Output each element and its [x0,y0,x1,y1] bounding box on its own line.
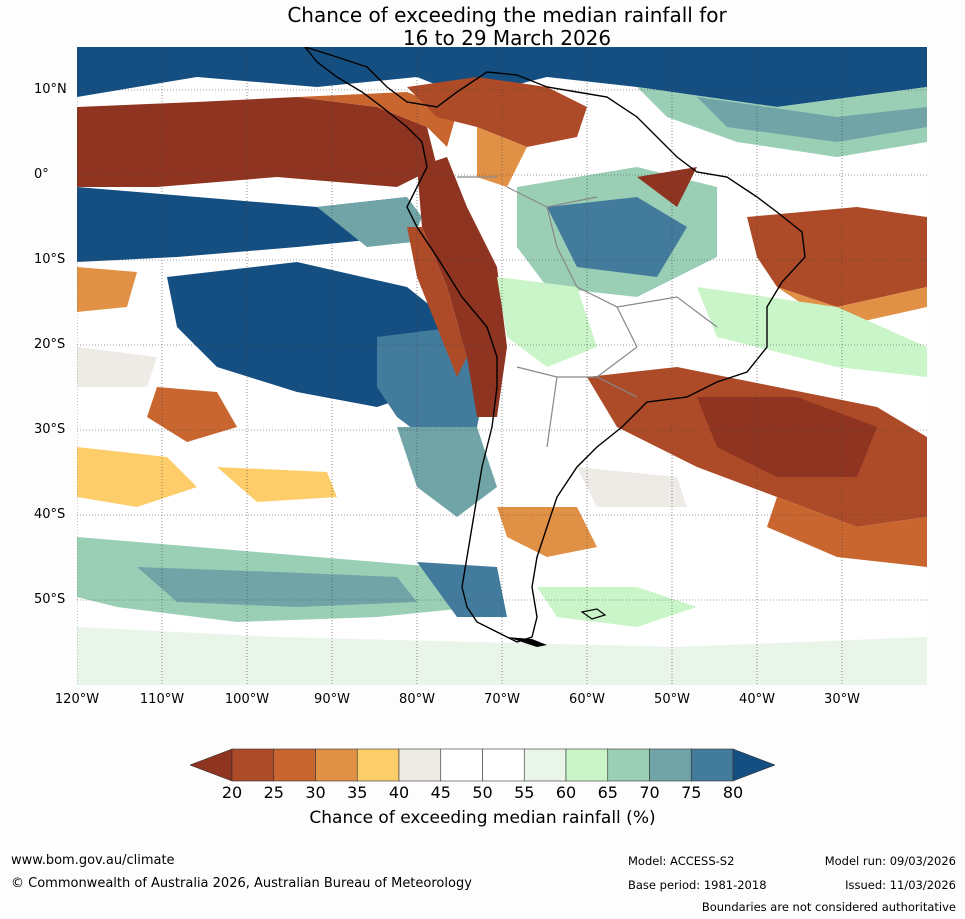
colorbar-tick-50: 50 [472,783,493,802]
model-run: Model run: 09/03/2026 [824,854,956,868]
colorbar-swatch-40-45 [398,748,442,782]
footer-url[interactable]: www.bom.gov.au/climate [11,853,175,868]
graticule [77,47,927,685]
rainfall-map [77,47,927,685]
colorbar [190,748,775,782]
lat-label-50s: 50°S [34,592,66,607]
issued-date: Issued: 11/03/2026 [845,878,956,892]
colorbar-swatch-70-75 [649,748,692,782]
tierra-del-fuego [507,637,547,647]
footer-copyright: © Commonwealth of Australia 2026, Austra… [11,876,472,891]
colorbar-tick-25: 25 [263,783,284,802]
colorbar-swatch-20-25 [231,748,275,782]
lat-label-40s: 40°S [34,507,66,522]
colorbar-tick-70: 70 [639,783,660,802]
colorbar-title: Chance of exceeding median rainfall (%) [309,808,656,828]
title-line-2: 16 to 29 March 2026 [402,26,612,50]
falkland-islands [580,608,607,620]
lon-label-120w: 120°W [54,692,100,707]
base-period: Base period: 1981-2018 [628,878,767,892]
lon-label-50w: 50°W [654,692,690,707]
colorbar-arrow-high [732,748,775,782]
colorbar-swatch-55-60 [523,748,567,782]
lon-label-110w: 110°W [139,692,185,707]
lon-label-80w: 80°W [399,692,435,707]
colorbar-tick-55: 55 [514,783,535,802]
colorbar-swatch-35-40 [356,748,400,782]
title-line-1: Chance of exceeding the median rainfall … [287,3,727,27]
colorbar-swatch-75-80 [690,748,734,782]
lon-label-40w: 40°W [739,692,775,707]
lon-label-30w: 30°W [824,692,860,707]
south-america-coastline [304,47,806,643]
model-name: Model: ACCESS-S2 [628,854,735,868]
colorbar-tick-80: 80 [722,783,744,802]
colorbar-swatch-65-70 [607,748,650,782]
lat-label-0: 0° [34,167,49,182]
colorbar-swatch-50-55 [482,748,525,782]
colorbar-tick-45: 45 [430,783,451,802]
map-title: Chance of exceeding the median rainfall … [0,4,965,50]
colorbar-tick-60: 60 [555,783,577,802]
colorbar-tick-40: 40 [388,783,410,802]
colorbar-tick-20: 20 [221,783,243,802]
lon-label-70w: 70°W [484,692,520,707]
lon-label-60w: 60°W [569,692,605,707]
colorbar-swatch-30-35 [315,748,358,782]
colorbar-swatch-60-65 [565,748,609,782]
lat-label-30s: 30°S [34,422,66,437]
country-borders [457,176,718,448]
colorbar-tick-30: 30 [305,783,326,802]
colorbar-arrow-low [190,748,233,782]
lon-label-100w: 100°W [224,692,270,707]
colorbar-tick-75: 75 [681,783,702,802]
lon-label-90w: 90°W [314,692,350,707]
colorbar-tick-65: 65 [597,783,618,802]
colorbar-tick-35: 35 [347,783,368,802]
boundaries-disclaimer: Boundaries are not considered authoritat… [701,900,956,914]
colorbar-swatch-25-30 [273,748,316,782]
lat-label-10s: 10°S [34,252,66,267]
lat-label-10n: 10°N [34,82,67,97]
lat-label-20s: 20°S [34,337,66,352]
colorbar-swatch-45-50 [440,748,483,782]
